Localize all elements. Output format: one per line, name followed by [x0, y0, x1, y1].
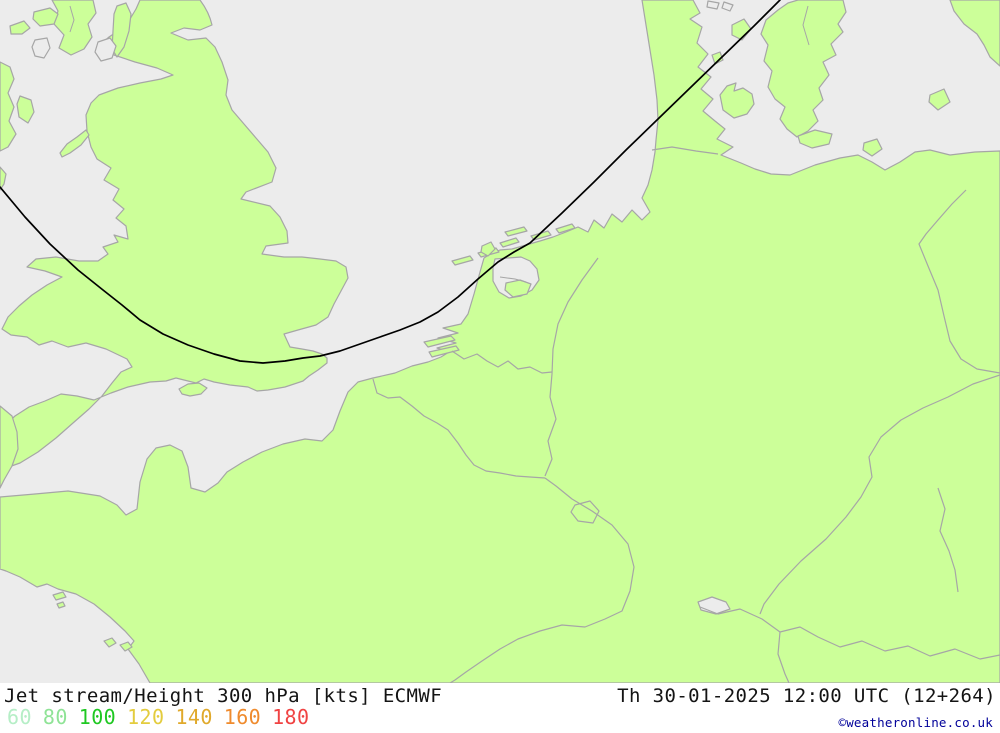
markermeer-dike-line [499, 276, 527, 283]
border-germany-austria [699, 606, 1000, 660]
border-netherlands-germany [544, 257, 599, 477]
land-southeast-ireland [0, 405, 19, 489]
jet-scale-value-140: 140 [175, 705, 213, 729]
legend-row-title: Jet stream/Height 300 hPa [kts] ECMWF Th… [4, 685, 996, 707]
legend-bar: Jet stream/Height 300 hPa [kts] ECMWF Th… [0, 683, 1000, 733]
roskilde-fjord-line [802, 5, 810, 46]
border-denmark-germany [651, 146, 719, 155]
island-frisian-4 [504, 226, 528, 237]
border-belgium-netherlands [451, 350, 553, 374]
island-jura [32, 7, 59, 27]
jet-stream-map-canvas [0, 0, 1000, 684]
jet-scale-value-80: 80 [42, 705, 68, 729]
island-frisian-3 [499, 237, 520, 248]
island-sjaellands-odde [731, 18, 752, 41]
jet-scale-value-180: 180 [272, 705, 310, 729]
island-zeeland-delta-2 [428, 345, 460, 358]
island-lolland-falster [797, 129, 833, 149]
border-germany-czechia [759, 374, 1000, 615]
height-contour-line [0, 0, 781, 364]
jet-scale-value-120: 120 [127, 705, 165, 729]
scottish-loch-line [69, 5, 75, 33]
island-kintyre [111, 2, 132, 58]
land-northern-ireland-coast [0, 61, 17, 152]
jet-scale-value-60: 60 [7, 705, 32, 729]
border-germany-poland [918, 189, 1000, 374]
island-mon [862, 138, 883, 157]
island-jersey [119, 641, 133, 652]
land-continental-europe [0, 0, 1000, 684]
jet-scale: 60 80 100 120 140 160 180 [7, 705, 320, 729]
legend-datetime: Th 30-01-2025 12:00 UTC (12+264) [617, 685, 996, 707]
border-france-germany-switzerland [449, 477, 635, 684]
border-france-belgium [372, 378, 546, 479]
island-isle-of-man [59, 129, 90, 158]
land-great-britain [0, 0, 349, 471]
island-belle-ile [52, 591, 67, 601]
copyright-label: ©weatheronline.co.uk [838, 715, 993, 730]
land-irish-coast-nub [0, 166, 7, 191]
island-samso [711, 51, 724, 65]
island-isle-of-wight [178, 382, 208, 397]
island-kattegat-outline-2 [721, 1, 734, 12]
island-frisian-6 [555, 223, 576, 234]
country-borders [372, 146, 1000, 684]
border-austria-branch [777, 631, 790, 684]
border-czechia-austria [937, 487, 959, 593]
island-fyn [719, 82, 755, 119]
legend-title: Jet stream/Height 300 hPa [kts] ECMWF [4, 685, 443, 707]
island-baltic-small [928, 88, 951, 111]
loch-outline [31, 37, 51, 59]
island-zeeland-delta-1 [423, 335, 456, 348]
island-guernsey [103, 637, 117, 648]
island-brittany-islet [56, 601, 66, 609]
island-arran-outline [94, 37, 117, 62]
island-irish-coast-blob [16, 95, 35, 124]
land-sweden-corner [949, 0, 1000, 67]
island-kattegat-outline-1 [706, 0, 720, 10]
island-islay [9, 20, 31, 35]
border-luxembourg [570, 500, 600, 524]
island-texel [480, 241, 496, 257]
jet-scale-value-160: 160 [223, 705, 262, 729]
island-frisian-1 [451, 255, 474, 266]
jet-scale-value-100: 100 [78, 705, 117, 729]
weather-map [0, 0, 1000, 684]
